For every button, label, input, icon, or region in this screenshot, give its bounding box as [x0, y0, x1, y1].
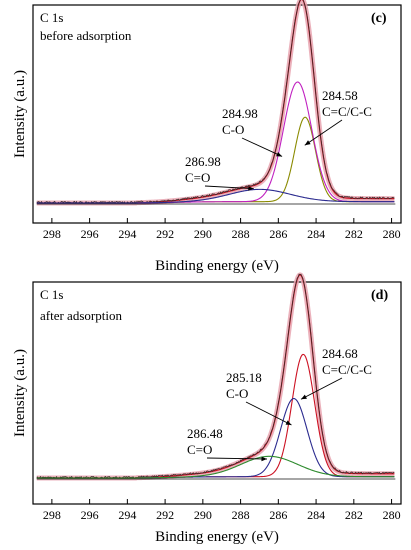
annotation-arrowhead — [248, 186, 254, 191]
peak-assignment-label: C=C/C-C — [322, 104, 372, 119]
panel-d-annotations: 284.68C=C/C-C 285.18C-O 286.48C=O — [187, 346, 372, 462]
panel-d: C 1s after adsorption (d) 298 296 294 292 29… — [12, 272, 402, 545]
annotation-arrow-line — [204, 185, 254, 190]
xtick-label-292: 292 — [156, 508, 174, 522]
xtick-label-290: 290 — [194, 227, 212, 241]
panel-d-title: C 1s — [40, 287, 63, 302]
panel-d-frame — [32, 281, 402, 505]
annotation-arrowhead — [300, 394, 307, 400]
raw-spectrum-curve — [36, 0, 395, 204]
panel-d-label: (d) — [371, 288, 388, 303]
panel-c-subtitle: before adsorption — [40, 28, 132, 43]
panel-d-xticks: 298 296 294 292 290 288 286 284 282 280 — [43, 499, 401, 522]
xtick-label-298: 298 — [43, 227, 61, 241]
panel-c-plot — [35, 0, 396, 206]
panel-c-label: (c) — [371, 11, 387, 26]
xtick-label-298: 298 — [43, 508, 61, 522]
component-curve-286.98 — [36, 188, 395, 204]
peak-value-label: 284.98 — [222, 106, 258, 121]
panel-c-frame — [32, 4, 402, 224]
panel-c-annotations: 284.58C=C/C-C 284.98C-O 286.98C=O — [185, 88, 372, 191]
peak-assignment-label: C-O — [222, 122, 244, 137]
xtick-label-280: 280 — [383, 508, 401, 522]
xtick-label-296: 296 — [81, 227, 99, 241]
xtick-label-282: 282 — [345, 227, 363, 241]
panel-c-xlabel: Binding energy (eV) — [155, 258, 279, 274]
peak-value-label: 284.68 — [322, 346, 358, 361]
peak-value-label: 286.98 — [185, 154, 221, 169]
xtick-label-290: 290 — [194, 508, 212, 522]
xtick-label-286: 286 — [269, 508, 287, 522]
annotation-arrow-line — [245, 401, 292, 426]
panel-c-xticks: 298 296 294 292 290 288 286 284 282 280 — [43, 218, 401, 241]
annotation-arrowhead — [261, 456, 268, 462]
annotation-arrow-line — [304, 119, 343, 146]
annotation-arrow-line — [206, 457, 268, 460]
peak-value-label: 285.18 — [226, 370, 262, 385]
xtick-label-284: 284 — [307, 227, 325, 241]
peak-assignment-label: C-O — [226, 386, 248, 401]
xtick-label-292: 292 — [156, 227, 174, 241]
xtick-label-288: 288 — [232, 508, 250, 522]
panel-d-subtitle: after adsorption — [40, 308, 122, 323]
xtick-label-294: 294 — [118, 508, 136, 522]
peak-assignment-label: C=O — [185, 170, 210, 185]
annotation-arrowhead — [276, 152, 283, 157]
annotation-arrow-line — [241, 137, 283, 157]
xtick-label-296: 296 — [81, 508, 99, 522]
xtick-label-280: 280 — [383, 227, 401, 241]
xtick-label-286: 286 — [269, 227, 287, 241]
panel-c-title: C 1s — [40, 10, 63, 25]
annotation-arrowhead — [304, 140, 311, 146]
annotation-arrow-line — [300, 377, 343, 400]
xtick-label-284: 284 — [307, 508, 325, 522]
peak-value-label: 284.58 — [322, 88, 358, 103]
panel-d-xlabel: Binding energy (eV) — [155, 529, 279, 545]
xtick-label-288: 288 — [232, 227, 250, 241]
component-curve-286.48 — [36, 455, 395, 479]
peak-value-label: 286.48 — [187, 426, 223, 441]
annotation-arrowhead — [285, 420, 292, 425]
panel-c-ylabel: Intensity (a.u.) — [12, 70, 28, 158]
panel-d-ylabel: Intensity (a.u.) — [12, 349, 28, 437]
peak-assignment-label: C=O — [187, 442, 212, 457]
panel-d-plot — [35, 272, 396, 481]
xtick-label-294: 294 — [118, 227, 136, 241]
panel-c: C 1s before adsorption (c) 298 296 294 292 2… — [12, 0, 402, 274]
raw-spectrum-curve — [36, 273, 395, 479]
peak-assignment-label: C=C/C-C — [322, 362, 372, 377]
xtick-label-282: 282 — [345, 508, 363, 522]
